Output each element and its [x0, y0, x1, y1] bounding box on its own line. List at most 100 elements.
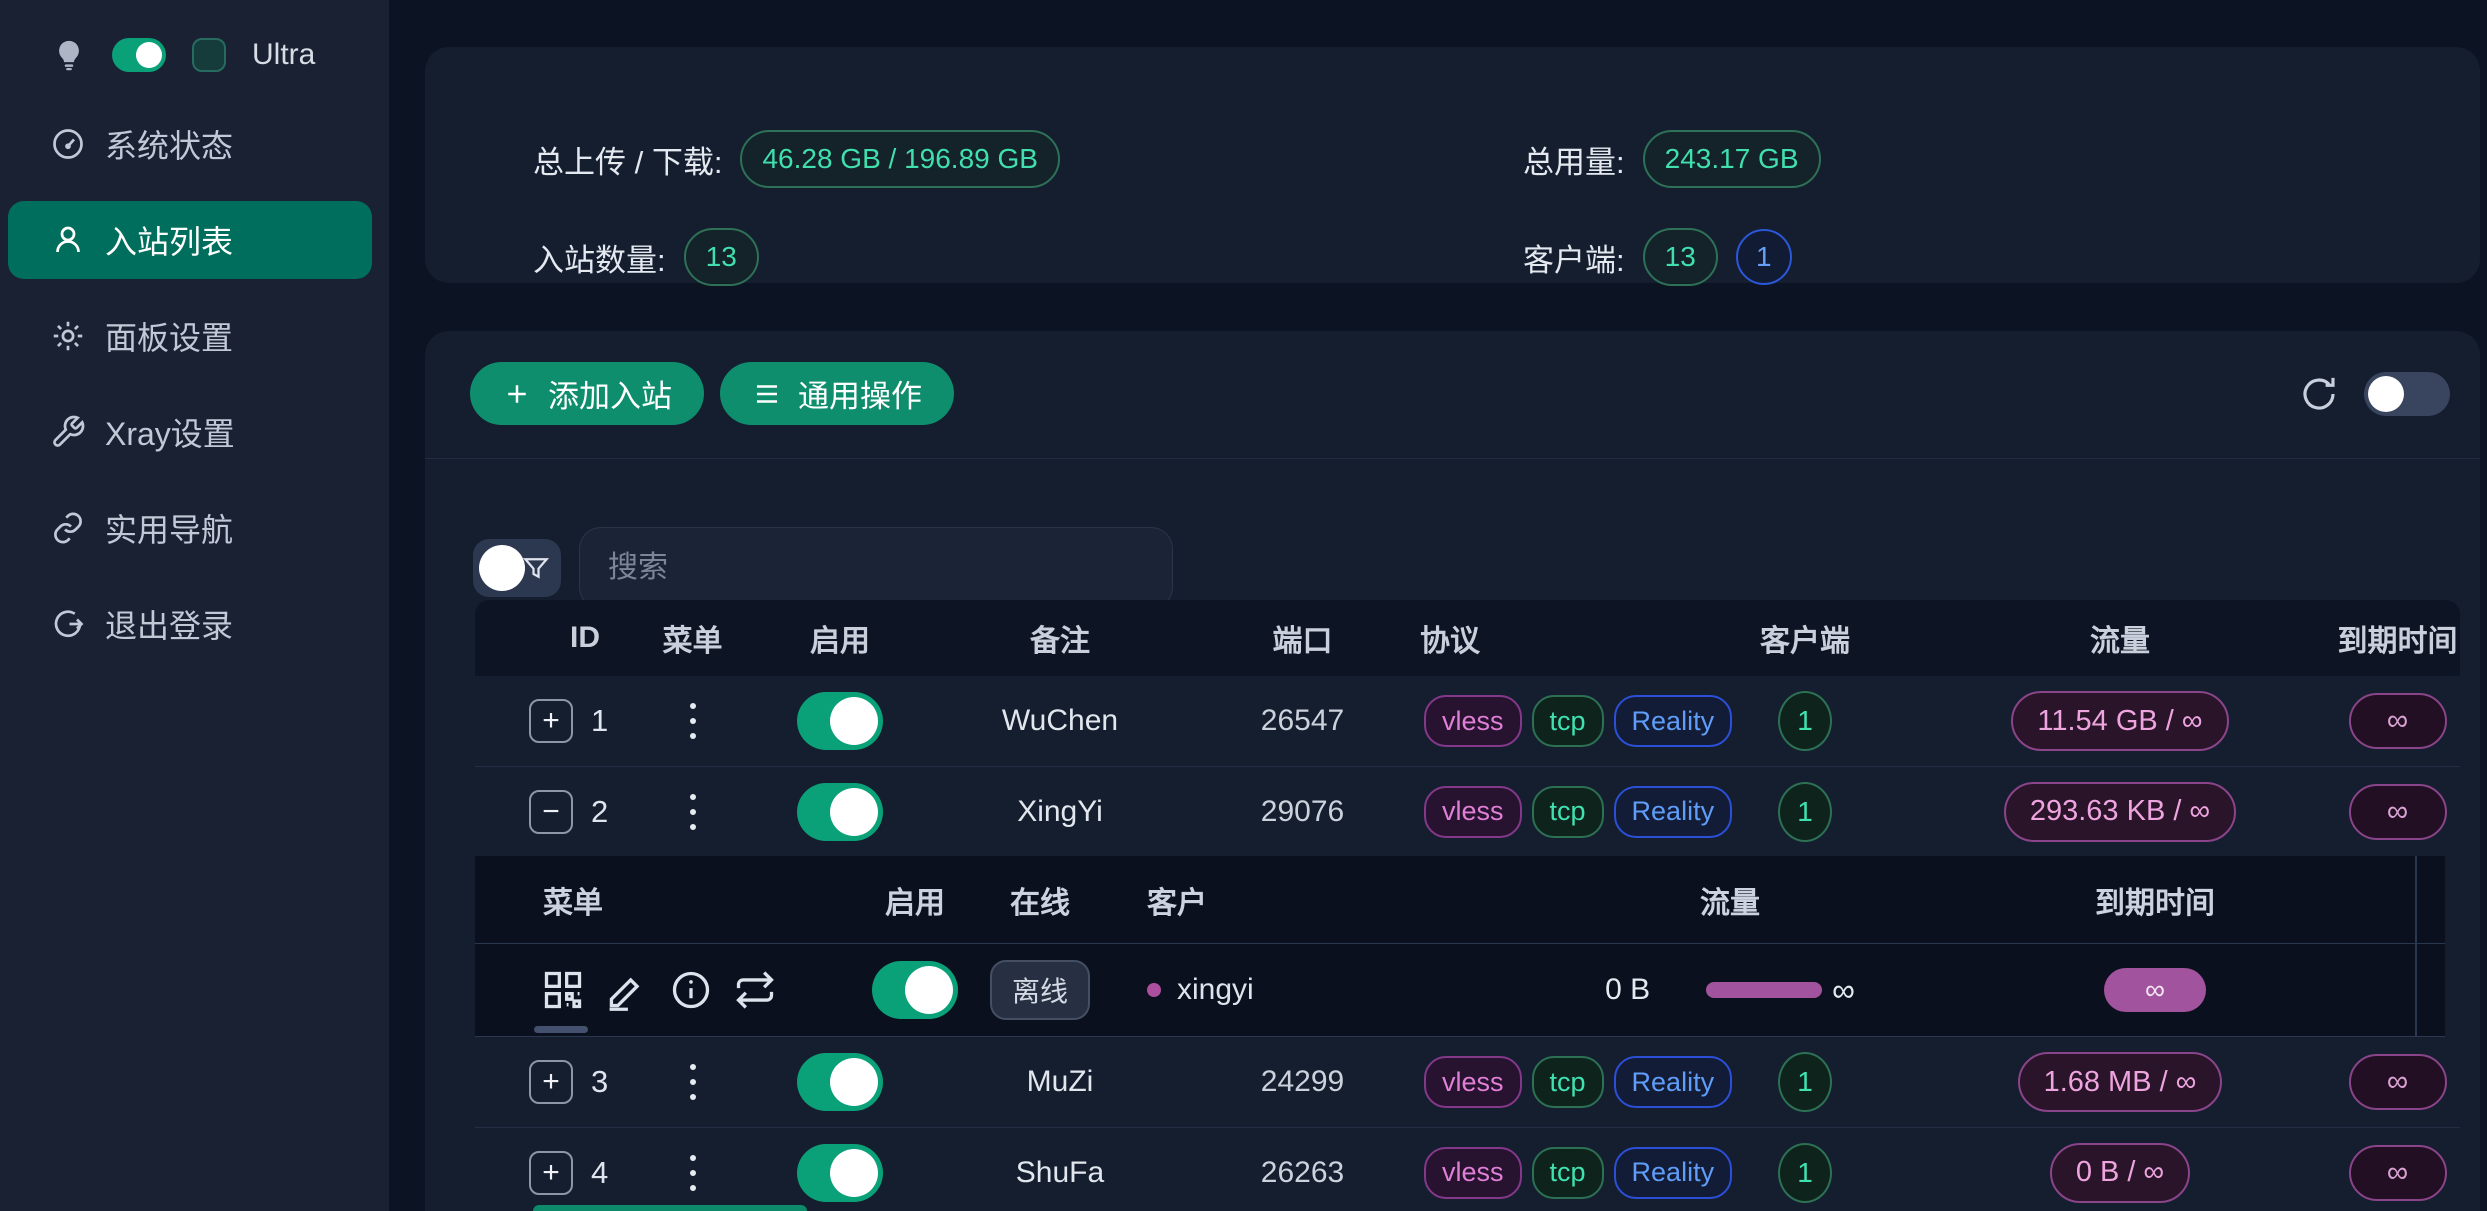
edit-icon[interactable] — [605, 968, 649, 1012]
column-header-6: 协议 — [1420, 625, 1480, 658]
search-input[interactable] — [579, 527, 1173, 609]
expiry-badge: ∞ — [2348, 1054, 2447, 1110]
toolbar-divider — [425, 458, 2480, 459]
sidebar-item-label: 入站列表 — [105, 224, 234, 260]
sidebar: Ultra 系统状态 入站列表 面板设置 Xray设置 — [0, 0, 389, 1211]
row-menu-icon[interactable] — [689, 1079, 696, 1085]
expand-row-button[interactable]: + — [529, 699, 573, 743]
sidebar-item-panel-settings[interactable]: 面板设置 — [0, 297, 389, 375]
protocol-badge-tcp: tcp — [1531, 1056, 1604, 1108]
table-rows-before-expanded: + 1 WuChen 26547 vless tcp Reality 1 11.54… — [475, 676, 2460, 856]
protocol-badge-reality: Reality — [1613, 695, 1733, 747]
person-icon — [50, 222, 86, 258]
row-remark: ShuFa — [1015, 1155, 1105, 1189]
row-menu-icon[interactable] — [689, 718, 696, 724]
traffic-cap-infinity: ∞ — [1832, 971, 1855, 1008]
enable-toggle[interactable] — [797, 692, 883, 750]
row-id: 2 — [591, 793, 609, 829]
sidebar-item-xray-settings[interactable]: Xray设置 — [0, 393, 389, 471]
traffic-badge: 11.54 GB / ∞ — [2011, 691, 2229, 751]
sidebar-item-inbound-list[interactable]: 入站列表 — [8, 201, 372, 279]
lightbulb-icon — [52, 38, 86, 72]
client-actions — [475, 968, 865, 1012]
protocol-badge-reality: Reality — [1613, 785, 1733, 838]
gauge-icon — [50, 126, 86, 162]
row-protocols: vless tcp Reality — [1420, 1056, 1733, 1108]
stat-upload-download: 总上传 / 下载: 46.28 GB / 196.89 GB — [533, 129, 1060, 189]
row-id: 3 — [591, 1064, 609, 1099]
row-port: 24299 — [1260, 1065, 1345, 1098]
reset-traffic-icon[interactable] — [733, 968, 777, 1012]
row-protocols: vless tcp Reality — [1420, 785, 1733, 838]
protocol-badge-vless: vless — [1424, 785, 1522, 838]
theme-toggle[interactable] — [112, 38, 166, 72]
enable-toggle[interactable] — [797, 1143, 883, 1202]
column-header-2: 菜单 — [662, 625, 723, 658]
expand-row-button[interactable]: − — [529, 789, 573, 834]
gear-icon — [50, 318, 86, 354]
general-actions-button[interactable]: 通用操作 — [720, 362, 954, 425]
protocol-badge-reality: Reality — [1613, 1146, 1733, 1199]
sidebar-item-useful-links[interactable]: 实用导航 — [0, 489, 389, 567]
row-protocols: vless tcp Reality — [1420, 1146, 1733, 1199]
stat-value-badge: 13 — [1642, 228, 1718, 286]
subtable-scrollbar-thumb[interactable] — [534, 1026, 588, 1033]
subtable-column-header-6: 到期时间 — [2095, 886, 2215, 920]
traffic-badge: 293.63 KB / ∞ — [2003, 781, 2237, 842]
table-row: − 2 XingYi 29076 vless tcp Reality 1 293.6… — [475, 766, 2460, 856]
row-port: 26547 — [1260, 704, 1345, 737]
row-remark: WuChen — [1001, 704, 1119, 737]
qrcode-icon[interactable] — [541, 968, 585, 1012]
row-port: 26263 — [1260, 1155, 1345, 1189]
filter-toggle-knob — [479, 545, 525, 591]
subtable-column-header-2: 启用 — [885, 886, 945, 920]
expand-row-button[interactable]: + — [529, 1150, 573, 1195]
online-status-badge: 离线 — [989, 960, 1090, 1020]
subtable-column-header-3: 在线 — [1010, 886, 1070, 920]
logout-icon — [50, 606, 86, 642]
auto-refresh-toggle[interactable] — [2364, 371, 2450, 416]
sidebar-item-system-status[interactable]: 系统状态 — [0, 105, 389, 183]
row-menu-icon[interactable] — [689, 1169, 696, 1176]
stat-total-usage: 总用量: 243.17 GB — [1523, 129, 1821, 189]
subtable-column-header-4: 客户 — [1147, 886, 1207, 920]
row-menu-icon[interactable] — [689, 808, 696, 815]
row-remark: MuZi — [1026, 1065, 1094, 1098]
client-traffic-used: 0 B — [1605, 973, 1651, 1006]
toolbar-right-controls — [2298, 371, 2450, 416]
client-enable-toggle[interactable] — [872, 961, 958, 1019]
row-remark: XingYi — [1017, 794, 1103, 828]
ultra-checkbox[interactable] — [192, 38, 226, 72]
sidebar-item-label: Xray设置 — [105, 416, 235, 452]
ultra-label: Ultra — [252, 38, 316, 71]
table-rows-after-expanded: + 3 MuZi 24299 vless tcp Reality 1 1.68 MB… — [475, 1037, 2460, 1211]
filter-toggle[interactable] — [473, 539, 561, 597]
stats-card: 总上传 / 下载: 46.28 GB / 196.89 GB 总用量: 243.… — [425, 47, 2480, 286]
expiry-badge: ∞ — [2348, 1144, 2447, 1201]
enable-toggle[interactable] — [797, 1053, 883, 1111]
protocol-badge-vless: vless — [1424, 695, 1522, 747]
table-row: + 3 MuZi 24299 vless tcp Reality 1 1.68 MB… — [475, 1037, 2460, 1127]
sidebar-item-label: 退出登录 — [105, 608, 234, 644]
wrench-icon — [50, 414, 86, 450]
toolbar: 添加入站 通用操作 — [470, 362, 2450, 425]
expand-row-button[interactable]: + — [529, 1060, 573, 1104]
expanded-inbound-panel: 菜单 启用 在线 客户 流量 到期时间 离线 — [475, 856, 2445, 1037]
client-name: xingyi — [1177, 973, 1254, 1006]
protocol-badge-tcp: tcp — [1531, 1146, 1604, 1199]
table-row: + 1 WuChen 26547 vless tcp Reality 1 11.54… — [475, 676, 2460, 766]
traffic-badge: 0 B / ∞ — [2049, 1142, 2191, 1203]
refresh-icon[interactable] — [2298, 373, 2340, 415]
add-inbound-button[interactable]: 添加入站 — [470, 362, 704, 425]
column-header-5: 端口 — [1272, 625, 1333, 658]
column-header-8: 流量 — [2090, 625, 2150, 658]
subtable-column-header-1: 菜单 — [543, 886, 603, 920]
sidebar-item-logout[interactable]: 退出登录 — [0, 585, 389, 663]
cutoff-element-peek — [533, 1205, 807, 1211]
sidebar-item-label: 系统状态 — [105, 128, 234, 164]
enable-toggle[interactable] — [797, 782, 883, 841]
row-id: 1 — [591, 703, 609, 738]
row-protocols: vless tcp Reality — [1420, 695, 1733, 747]
info-icon[interactable] — [669, 968, 713, 1012]
